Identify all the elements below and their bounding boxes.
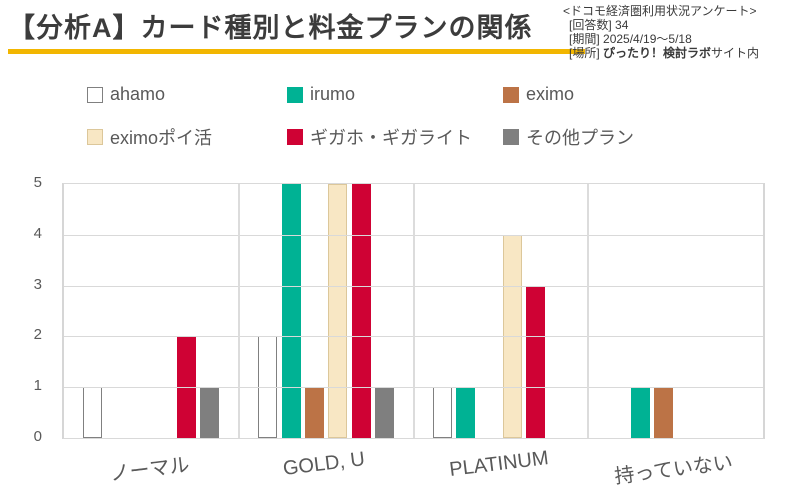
legend-swatch-icon: [287, 129, 303, 145]
page-title: 【分析A】カード種別と料金プランの関係: [8, 13, 533, 43]
bar-その他プラン: [200, 387, 220, 438]
legend-swatch-icon: [87, 129, 103, 145]
bar-chart: 0 1 2 3 4 5 ノーマル GOLD, U PLATINUM 持っていない: [0, 170, 800, 502]
x-axis-label-2: PLATINUM: [447, 447, 550, 482]
legend-item-5: その他プラン: [503, 124, 634, 150]
answers-label: [回答数]: [569, 18, 612, 32]
survey-info-place: [場所] ぴったり！検討ラボサイト内: [563, 46, 798, 60]
category-separator: [412, 184, 415, 438]
bar-eximoポイ活: [328, 184, 348, 438]
bar-eximo: [304, 387, 324, 438]
survey-info-title: <ドコモ経済圏利用状況アンケート>: [563, 4, 757, 18]
legend-swatch-icon: [287, 86, 303, 103]
place-value-bold: ぴったり！検討ラボ: [603, 46, 712, 60]
y-tick-label: 0: [33, 428, 42, 445]
y-axis: 0 1 2 3 4 5: [0, 170, 50, 502]
period-label: [期間]: [569, 32, 600, 46]
legend-label: その他プラン: [526, 128, 634, 148]
y-tick-label: 1: [33, 377, 42, 395]
legend-item-4: ギガホ・ギガライト: [287, 124, 503, 150]
bar-その他プラン: [375, 387, 395, 438]
survey-info-period: [期間] 2025/4/19～5/18: [563, 32, 798, 46]
legend-swatch-icon: [87, 86, 103, 103]
legend-label: ahamo: [110, 84, 166, 104]
place-value-rest: サイト内: [711, 46, 760, 60]
survey-info-answers: [回答数] 34: [563, 18, 798, 32]
bar-irumo: [281, 184, 301, 438]
bar-eximo: [654, 387, 674, 438]
x-axis-label-0: ノーマル: [108, 454, 191, 486]
x-axis-labels: ノーマル GOLD, U PLATINUM 持っていない: [62, 447, 761, 488]
x-axis-label-3: 持っていない: [613, 451, 735, 489]
legend-label: irumo: [310, 84, 356, 104]
bar-group-1: [239, 184, 414, 438]
y-tick-label: 5: [33, 174, 42, 191]
bar-ahamo: [83, 387, 103, 438]
bar-ahamo: [432, 387, 452, 438]
bar-ギガホ・ギガライト: [351, 184, 371, 438]
legend-label: eximo: [526, 84, 575, 104]
bar-group-3: [588, 184, 763, 438]
place-label: [場所]: [569, 46, 600, 60]
title-underline: [8, 49, 585, 54]
y-tick-label: 2: [33, 326, 42, 344]
bar-ギガホ・ギガライト: [526, 285, 546, 438]
legend-item-0: ahamo: [87, 84, 287, 105]
legend-item-2: eximo: [503, 84, 634, 105]
legend-item-3: eximoポイ活: [87, 124, 287, 150]
bar-irumo: [456, 387, 476, 438]
bar-group-2: [414, 184, 589, 438]
legend-label: eximoポイ活: [110, 128, 213, 148]
legend-item-1: irumo: [287, 84, 503, 105]
chart-legend: ahamo irumo eximo eximoポイ活 ギガホ・ギガライト その他プラン: [87, 84, 634, 150]
category-separator: [237, 184, 240, 438]
y-tick-label: 4: [33, 224, 42, 242]
legend-swatch-icon: [503, 86, 519, 103]
bar-group-0: [64, 184, 239, 438]
answers-value: 34: [615, 18, 629, 32]
period-value: 2025/4/19～5/18: [603, 32, 692, 46]
y-tick-label: 3: [33, 275, 42, 293]
category-separator: [587, 184, 590, 438]
bar-irumo: [631, 387, 651, 438]
legend-label: ギガホ・ギガライト: [310, 128, 472, 148]
plot-area: [62, 183, 765, 439]
survey-info-box: <ドコモ経済圏利用状況アンケート> [回答数] 34 [期間] 2025/4/1…: [563, 4, 798, 60]
x-axis-label-1: GOLD, U: [281, 448, 366, 480]
legend-swatch-icon: [503, 129, 519, 145]
